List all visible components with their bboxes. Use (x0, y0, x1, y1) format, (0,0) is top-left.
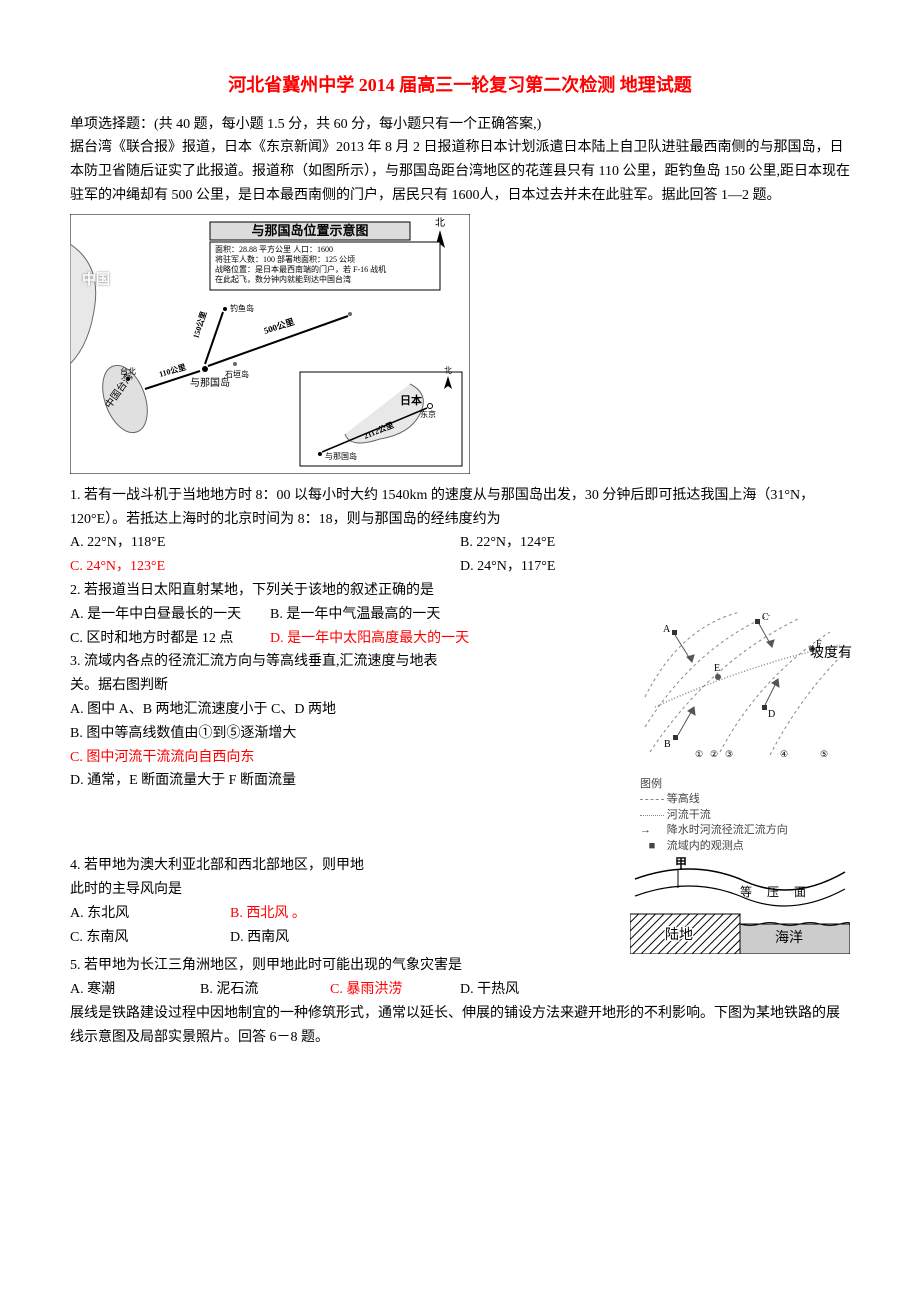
svg-text:与那国岛: 与那国岛 (325, 451, 357, 461)
q4-stem-2: 此时的主导风向是 (70, 878, 620, 902)
svg-text:面积：28.88 平方公里 人口：1600: 面积：28.88 平方公里 人口：1600 (215, 244, 333, 254)
svg-text:与那国岛: 与那国岛 (190, 376, 230, 389)
svg-text:①: ① (695, 749, 703, 759)
contour-figure: A B C D E F ① ② ③ ④ ⑤ 图例 等高线 河流干流 → 降水时河… (640, 579, 850, 854)
q3-opt-a: A. 图中 A、B 两地汇流速度小于 C、D 两地 (70, 698, 630, 722)
svg-text:E: E (714, 663, 720, 674)
instructions: 单项选择题：(共 40 题，每小题 1.5 分，共 60 分，每小题只有一个正确… (70, 113, 850, 137)
q3-opt-c: C. 图中河流干流流向自西向东 (70, 746, 630, 770)
q2-opt-d: D. 是一年中太阳高度最大的一天 (270, 627, 470, 651)
map-title: 与那国岛位置示意图 (251, 223, 368, 238)
q2-opt-b: B. 是一年中气温最高的一天 (270, 603, 470, 627)
q1-stem: 1. 若有一战斗机于当地地方时 8：00 以每小时大约 1540km 的速度从与… (70, 484, 850, 532)
q4-opt-d: D. 西南风 (230, 926, 289, 950)
svg-text:C: C (762, 612, 769, 623)
svg-text:北: 北 (444, 366, 452, 375)
q5-opt-a: A. 寒潮 (70, 978, 200, 1002)
q4-stem-1: 4. 若甲地为澳大利亚北部和西北部地区，则甲地 (70, 854, 620, 878)
q3-stem-a: 3. 流域内各点的径流汇流方向与等高线垂直,汇流速度与地表 (70, 650, 630, 674)
passage-1: 据台湾《联合报》报道，日本《东京新闻》2013 年 8 月 2 日报道称日本计划… (70, 136, 850, 207)
svg-text:陆地: 陆地 (665, 927, 693, 943)
legend-title: 图例 (640, 778, 662, 790)
q5-opt-b: B. 泥石流 (200, 978, 330, 1002)
passage-2: 展线是铁路建设过程中因地制宜的一种修筑形式，通常以延长、伸展的铺设方法来避开地形… (70, 1002, 850, 1050)
svg-text:甲: 甲 (675, 856, 687, 870)
svg-text:海洋: 海洋 (775, 930, 803, 946)
svg-text:⑤: ⑤ (820, 749, 828, 759)
q5-stem: 5. 若甲地为长江三角洲地区，则甲地此时可能出现的气象灾害是 (70, 954, 850, 978)
map-svg: 与那国岛位置示意图 北 面积：28.88 平方公里 人口：1600 将驻军人数：… (70, 214, 470, 474)
q4-opt-c: C. 东南风 (70, 926, 230, 950)
svg-text:钓鱼岛: 钓鱼岛 (230, 303, 254, 313)
page-title: 河北省冀州中学 2014 届高三一轮复习第二次检测 地理试题 (70, 70, 850, 101)
legend-arrow: 降水时河流径流汇流方向 (667, 824, 788, 836)
q5-opt-c: C. 暴雨洪涝 (330, 978, 460, 1002)
svg-text:中国: 中国 (82, 271, 110, 288)
svg-text:石垣岛: 石垣岛 (225, 369, 249, 379)
q5-opt-d: D. 干热风 (460, 978, 590, 1002)
q2-opt-c: C. 区时和地方时都是 12 点 (70, 627, 270, 651)
legend-contour: 等高线 (667, 793, 700, 805)
svg-text:日本: 日本 (400, 393, 422, 407)
legend-point: 流域内的观测点 (667, 840, 744, 852)
map-figure: 与那国岛位置示意图 北 面积：28.88 平方公里 人口：1600 将驻军人数：… (70, 214, 850, 474)
q4-opt-a: A. 东北风 (70, 902, 230, 926)
svg-text:D: D (768, 709, 775, 720)
q2-stem: 2. 若报道当日太阳直射某地，下列关于该地的叙述正确的是 (70, 579, 630, 603)
q1-opt-b: B. 22°N，124°E (460, 531, 850, 555)
q3-opt-d: D. 通常，E 断面流量大于 F 断面流量 (70, 769, 630, 793)
svg-text:④: ④ (780, 749, 788, 759)
q1-opt-c: C. 24°N，123°E (70, 555, 460, 579)
svg-text:②: ② (710, 749, 718, 759)
q3-stem-floated: 坡度有 (810, 642, 852, 666)
svg-text:B: B (664, 739, 671, 750)
pressure-figure: 甲 等 压 面 陆地 陆地 海洋 (630, 854, 850, 954)
svg-text:③: ③ (725, 749, 733, 759)
legend-river: 河流干流 (667, 809, 711, 821)
svg-text:战略位置：是日本最西南端的门户，若 F-16 战机: 战略位置：是日本最西南端的门户，若 F-16 战机 (215, 264, 386, 274)
q1-opt-d: D. 24°N，117°E (460, 555, 850, 579)
svg-text:等 压 面: 等 压 面 (740, 885, 812, 899)
svg-text:将驻军人数：100 部署地面积：125 公顷: 将驻军人数：100 部署地面积：125 公顷 (215, 254, 355, 264)
q1-opt-a: A. 22°N，118°E (70, 531, 460, 555)
svg-text:台北: 台北 (120, 366, 136, 376)
svg-text:在此起飞，数分钟内就能到达中国台湾: 在此起飞，数分钟内就能到达中国台湾 (215, 274, 351, 284)
svg-text:北: 北 (435, 217, 445, 229)
svg-text:A: A (663, 624, 671, 635)
q4-opt-b: B. 西北风 。 (230, 902, 306, 926)
q2-opt-a: A. 是一年中白昼最长的一天 (70, 603, 270, 627)
q3-stem-b: 关。据右图判断 (70, 674, 630, 698)
q3-opt-b: B. 图中等高线数值由①到⑤逐渐增大 (70, 722, 630, 746)
